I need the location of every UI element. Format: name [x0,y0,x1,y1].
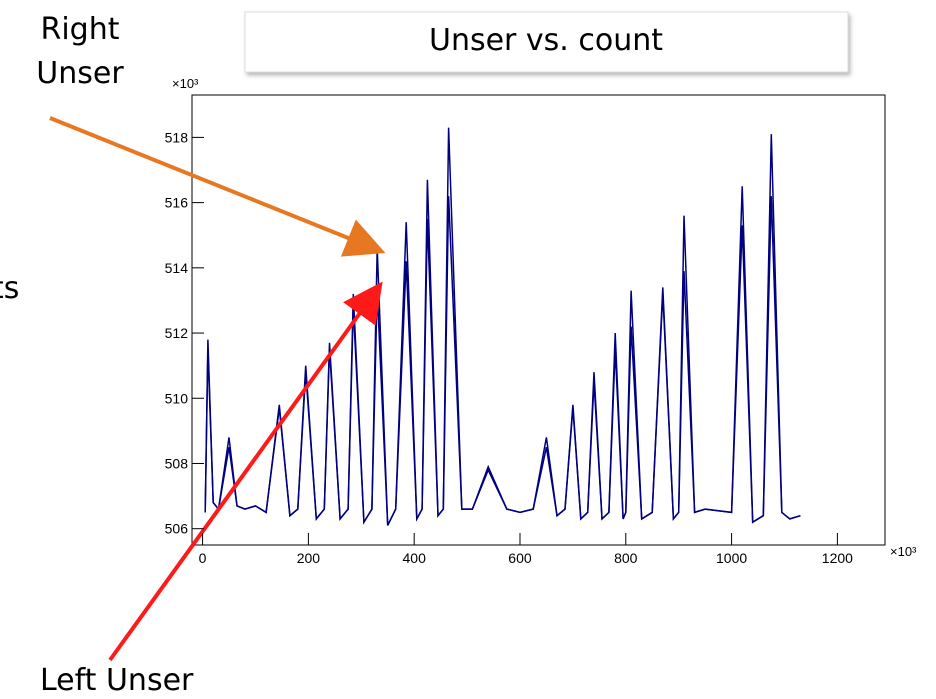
y-tick-label: 508 [165,455,189,471]
x-tick-label: 0 [199,550,207,566]
right-unser-label: Right Unser [36,12,124,91]
y-tick-label: 516 [165,195,189,211]
left-unser-label: Left Unser [40,663,194,698]
x-tick-label: 800 [614,550,638,566]
x-tick-label: 600 [508,550,532,566]
x-tick-label: 1200 [822,550,853,566]
title-box [244,11,849,73]
chart-title: Unser vs. count [429,23,663,58]
x-multiplier: ×10³ [890,544,917,559]
right-arrow [49,116,386,257]
x-tick-label: 400 [403,550,427,566]
side-text: ts [0,271,19,306]
y-tick-label: 518 [165,129,189,145]
x-tick-label: 200 [297,550,321,566]
series-line [204,196,801,526]
y-multiplier: ×10³ [172,76,199,91]
plot-frame [191,94,886,546]
y-tick-label: 510 [165,390,189,406]
left-arrow [108,281,383,662]
x-tick-label: 1000 [716,550,747,566]
series-line [204,127,801,526]
y-tick-label: 514 [165,260,189,276]
y-tick-label: 512 [165,325,189,341]
y-tick-label: 506 [165,521,189,537]
